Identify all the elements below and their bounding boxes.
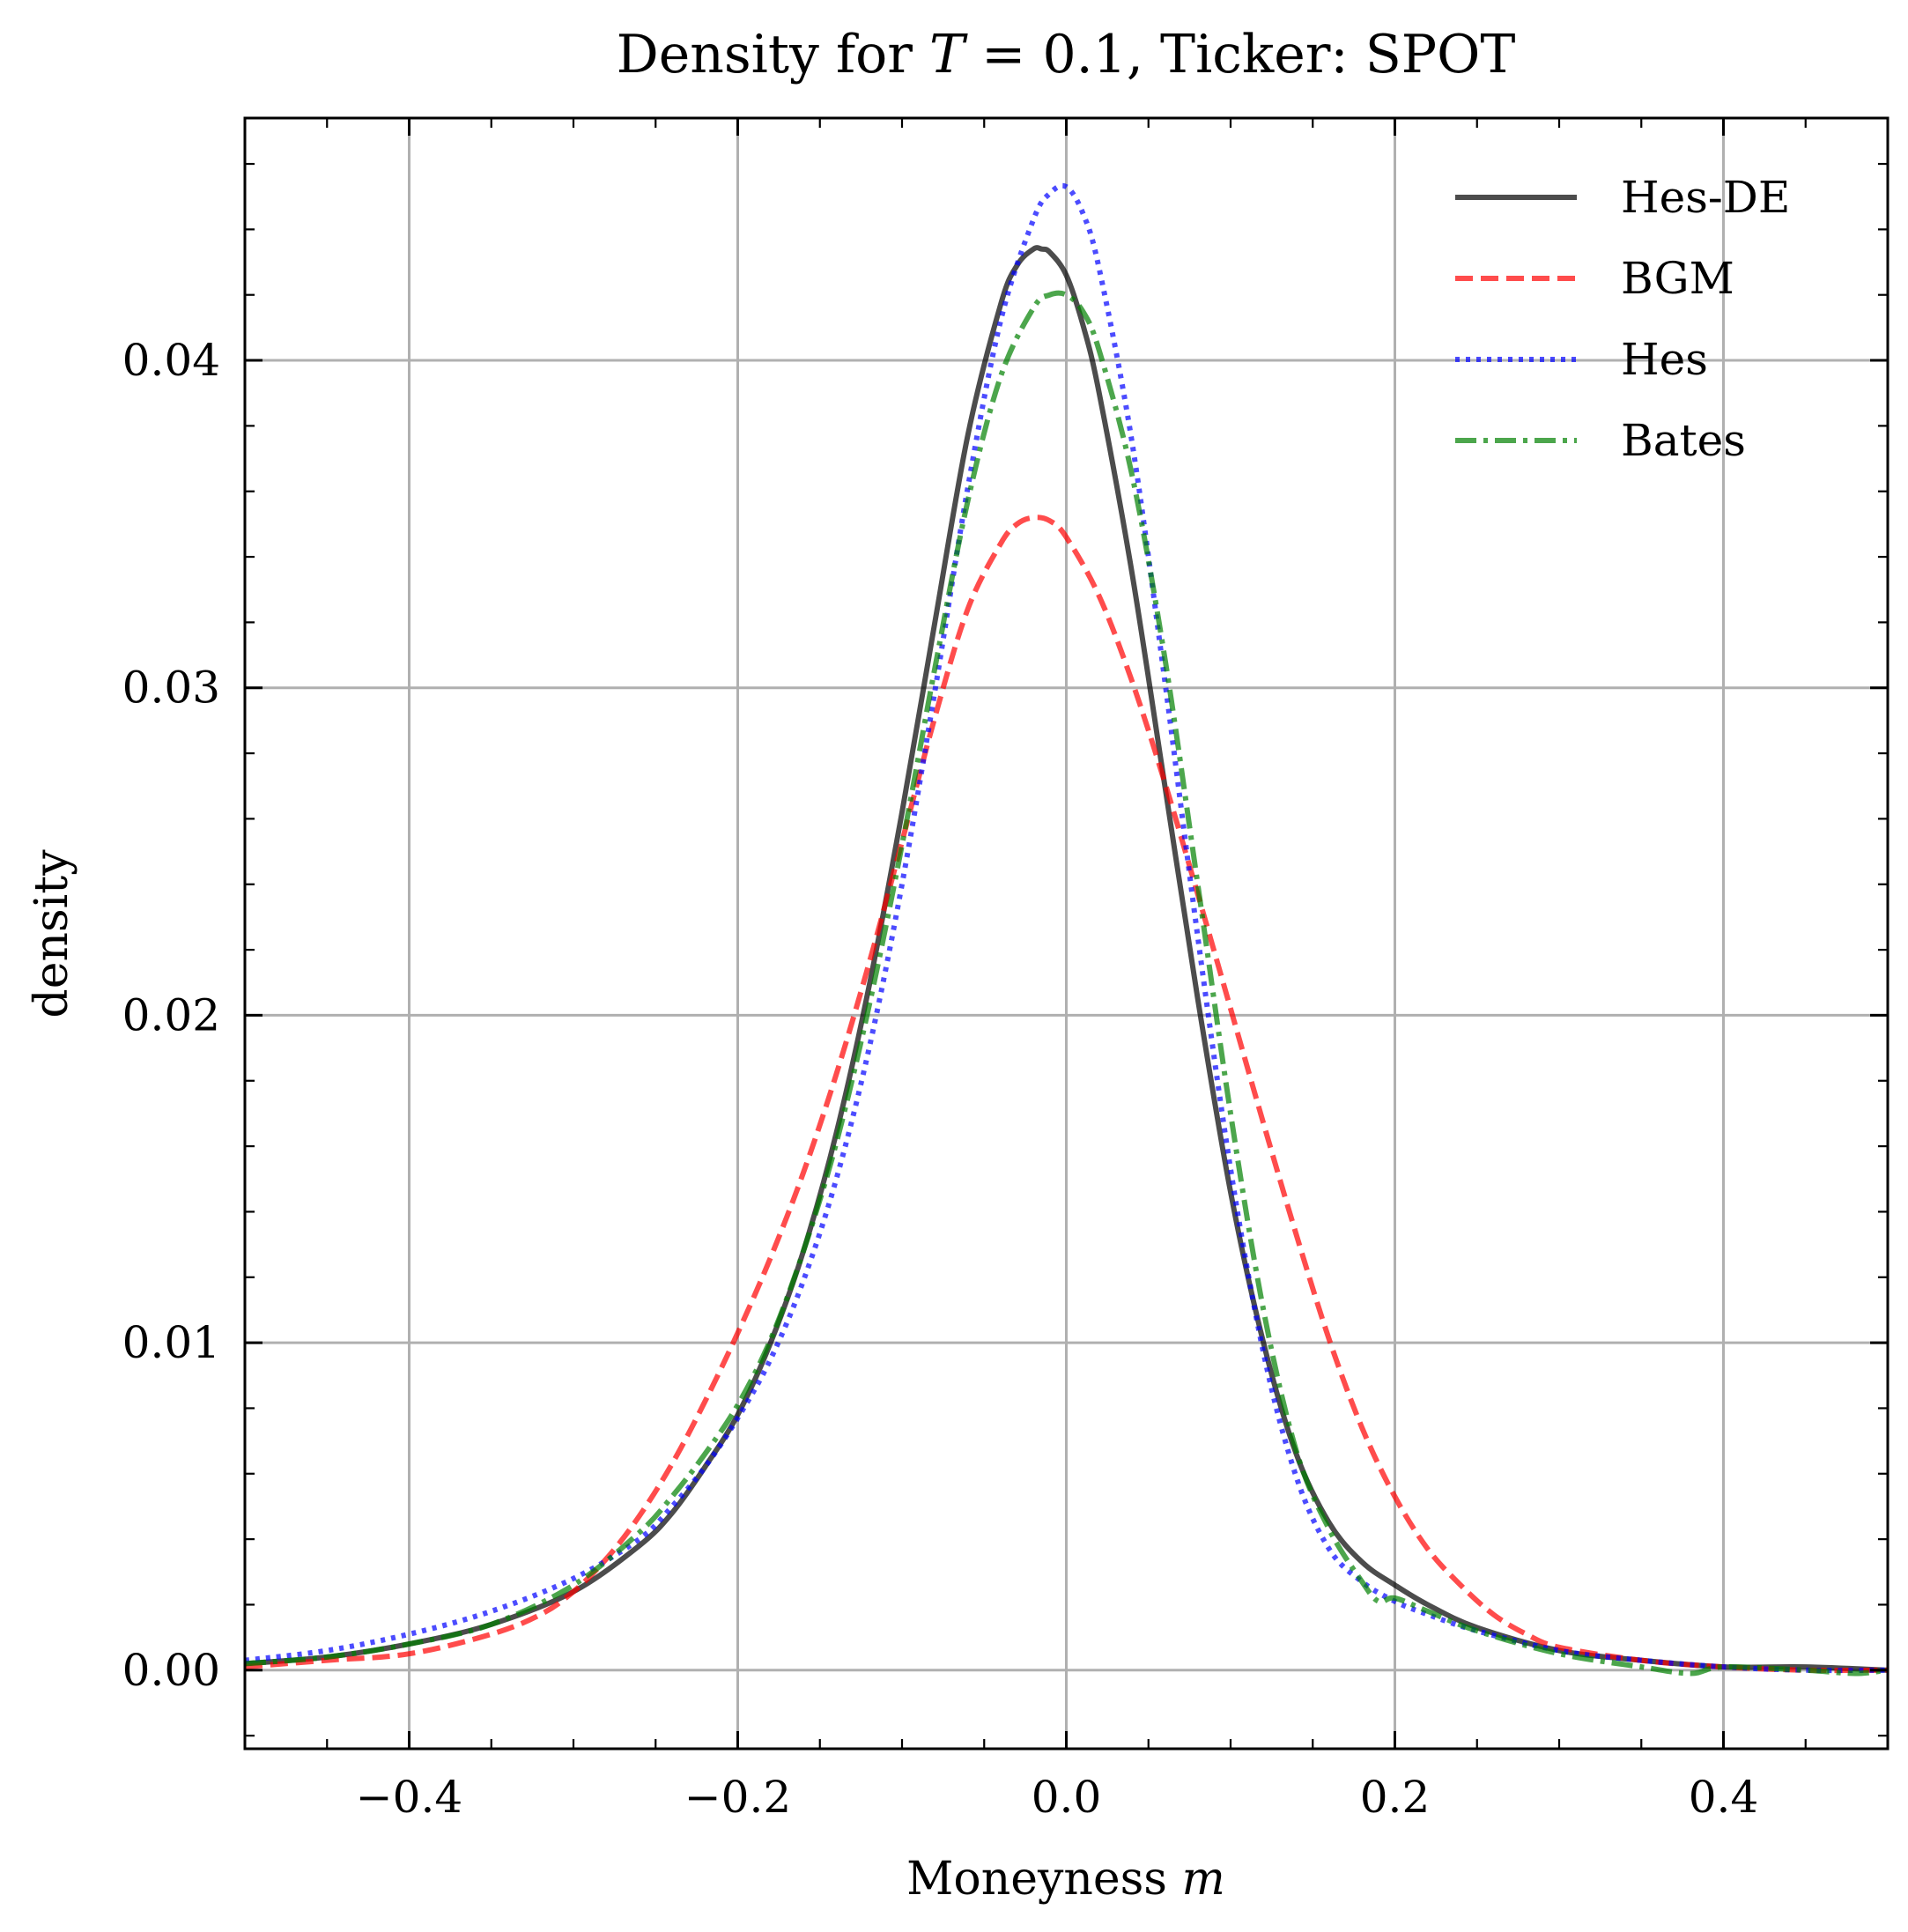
y-tick-label: 0.00	[122, 1645, 220, 1696]
x-tick-labels: −0.4 −0.2 0.0 0.2 0.4	[356, 1772, 1758, 1823]
series-lines	[245, 182, 1888, 1677]
series-line-bgm	[245, 514, 1888, 1674]
x-axis-label: Moneyness m	[906, 1853, 1225, 1906]
y-axis-label: density	[26, 849, 78, 1018]
legend-label-bgm: BGM	[1621, 253, 1734, 304]
grid-lines	[245, 118, 1888, 1749]
axis-ticks	[243, 118, 1890, 1749]
y-tick-label: 0.01	[122, 1317, 220, 1368]
series-line-bates	[245, 290, 1888, 1677]
series-line-hes	[245, 182, 1888, 1674]
x-tick-label: −0.4	[356, 1772, 462, 1823]
y-tick-label: 0.03	[122, 663, 220, 714]
legend-label-bates: Bates	[1621, 415, 1746, 466]
legend-label-hes-de: Hes-DE	[1621, 172, 1790, 223]
series-line-hes-de	[245, 245, 1888, 1673]
legend-label-hes: Hes	[1621, 334, 1708, 385]
legend: Hes-DE BGM Hes Bates	[1455, 172, 1790, 466]
chart-title: Density for T = 0.1, Ticker: SPOT	[617, 24, 1516, 85]
y-tick-label: 0.04	[122, 335, 220, 386]
x-tick-label: 0.0	[1032, 1772, 1102, 1823]
y-tick-labels: 0.00 0.01 0.02 0.03 0.04	[122, 335, 220, 1696]
x-tick-label: 0.4	[1689, 1772, 1759, 1823]
x-tick-label: 0.2	[1360, 1772, 1431, 1823]
y-tick-label: 0.02	[122, 989, 220, 1040]
x-tick-label: −0.2	[684, 1772, 791, 1823]
